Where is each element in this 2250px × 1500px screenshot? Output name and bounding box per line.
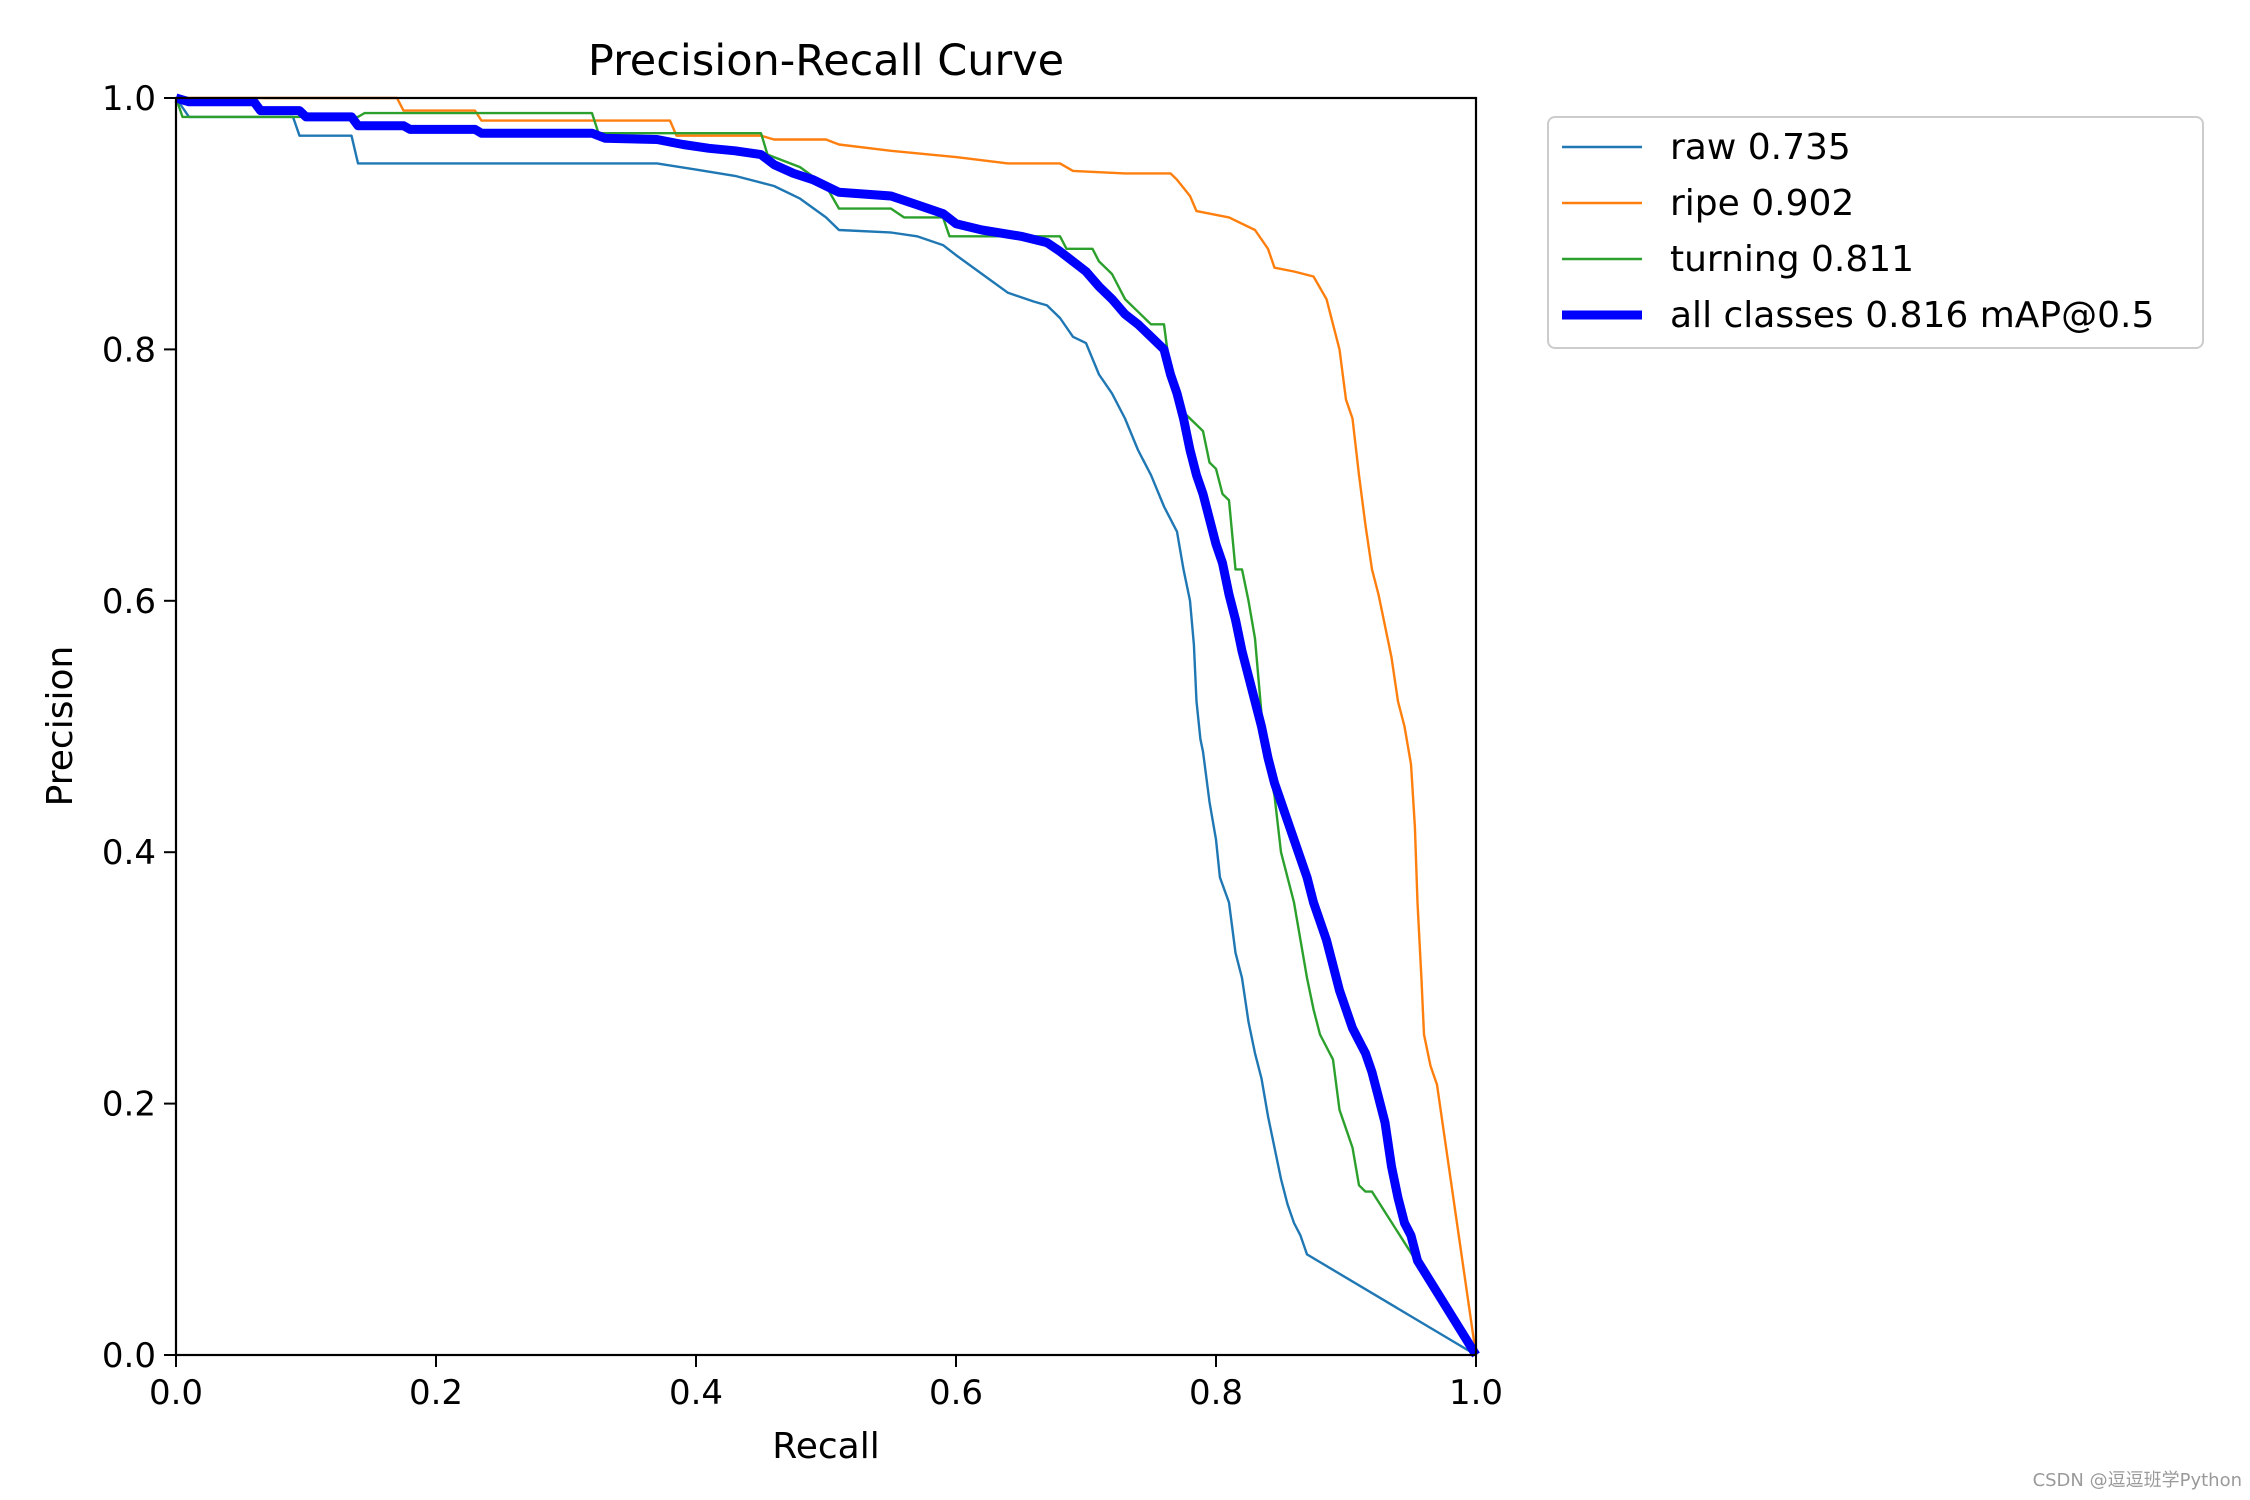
x-tick-label: 0.2: [409, 1373, 463, 1413]
y-tick-label: 1.0: [102, 79, 156, 119]
series-line-3: [174, 93, 1480, 1358]
y-axis-label: Precision: [40, 646, 81, 807]
chart-title: Precision-Recall Curve: [588, 36, 1064, 86]
x-axis-label: Recall: [772, 1426, 879, 1467]
x-tick-label: 0.8: [1189, 1373, 1243, 1413]
legend-label: raw 0.735: [1670, 127, 1851, 168]
legend-label: ripe 0.902: [1670, 183, 1854, 224]
legend-box: [1547, 116, 2204, 349]
x-tick-label: 1.0: [1449, 1373, 1503, 1413]
x-tick-label: 0.0: [149, 1373, 203, 1413]
legend-label: all classes 0.816 mAP@0.5: [1670, 295, 2154, 336]
series-line-0: [175, 97, 1477, 1357]
y-tick-label: 0.4: [102, 833, 156, 873]
plot-frame: [174, 96, 1478, 1357]
y-tick-label: 0.6: [102, 582, 156, 622]
watermark: CSDN @逗逗班学Python: [2032, 1470, 2242, 1491]
legend-label: turning 0.811: [1670, 239, 1914, 280]
x-axis: 0.0 0.2 0.4 0.6 0.8 1.0: [149, 1355, 1503, 1413]
x-tick-label: 0.4: [669, 1373, 723, 1413]
y-tick-label: 0.8: [102, 330, 156, 370]
y-axis: 0.0 0.2 0.4 0.6 0.8 1.0: [102, 79, 176, 1376]
y-tick-label: 0.0: [102, 1336, 156, 1376]
legend: raw 0.735 ripe 0.902 turning 0.811 all clas…: [1547, 116, 2204, 349]
y-tick-label: 0.2: [102, 1085, 156, 1125]
series-line-1: [176, 96, 1478, 1356]
x-tick-label: 0.6: [929, 1373, 983, 1413]
series-layer: [174, 93, 1480, 1358]
